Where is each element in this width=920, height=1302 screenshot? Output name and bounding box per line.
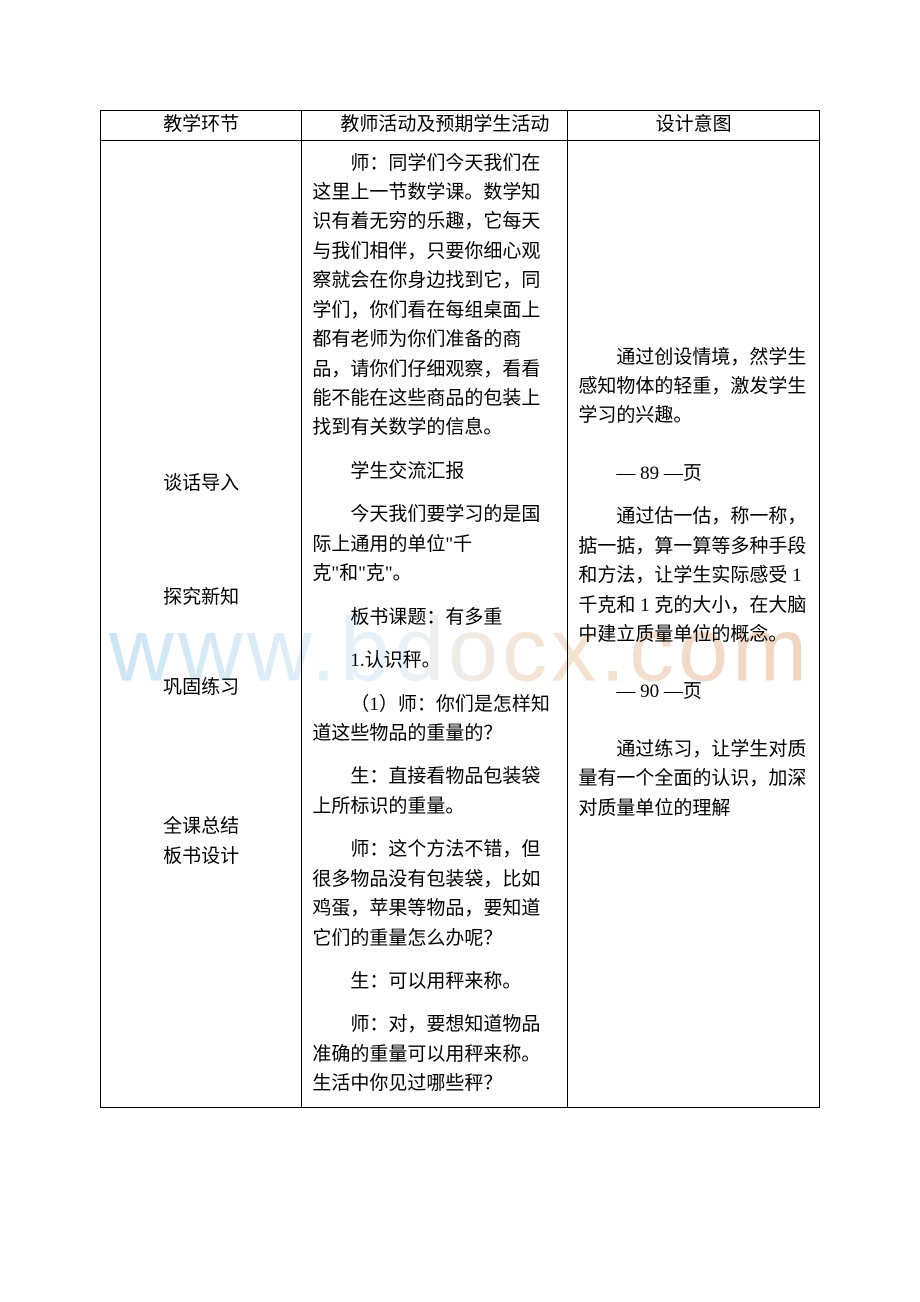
col2-paragraph: 1.认识秤。	[312, 646, 557, 675]
col2-paragraph: 板书课题：有多重	[312, 603, 557, 632]
stage-explore: 探究新知	[111, 583, 291, 613]
table-header-row: 教学环节 教师活动及预期学生活动 设计意图	[101, 111, 820, 141]
col3-paragraph: 通过创设情境，然学生感知物体的轻重，激发学生学习的兴趣。	[578, 343, 809, 431]
col2-paragraph: 师：对，要想知道物品准确的重量可以用秤来称。生活中你见过哪些秤？	[312, 1010, 557, 1098]
table-body-row: 谈话导入 探究新知 巩固练习 全课总结 板书设计 师：同学们今天我们在这里上一节…	[101, 140, 820, 1107]
col3-page-ref: — 89 —页	[578, 459, 809, 488]
col3-paragraph: 通过练习，让学生对质量有一个全面的认识，加深对质量单位的理解	[578, 735, 809, 823]
col2-paragraph: 今天我们要学习的是国际上通用的单位"千克"和"克"。	[312, 500, 557, 588]
col3-paragraph: 通过估一估，称一称，掂一掂，算一算等多种手段和方法，让学生实际感受 1 千克和 …	[578, 502, 809, 649]
col2-cell: 师：同学们今天我们在这里上一节数学课。数学知识有着无穷的乐趣，它每天与我们相伴，…	[302, 140, 568, 1107]
col3-cell: 通过创设情境，然学生感知物体的轻重，激发学生学习的兴趣。 — 89 —页 通过估…	[568, 140, 820, 1107]
header-col2: 教师活动及预期学生活动	[302, 111, 568, 141]
col1-cell: 谈话导入 探究新知 巩固练习 全课总结 板书设计	[101, 140, 302, 1107]
col2-paragraph: 生：直接看物品包装袋上所标识的重量。	[312, 762, 557, 821]
stage-summary-line2: 板书设计	[111, 842, 291, 872]
page-container: 教学环节 教师活动及预期学生活动 设计意图 谈话导入 探究新知 巩固练习 全课总…	[0, 0, 920, 1168]
col2-paragraph: 师：同学们今天我们在这里上一节数学课。数学知识有着无穷的乐趣，它每天与我们相伴，…	[312, 149, 557, 443]
stage-summary-line1: 全课总结	[111, 812, 291, 842]
header-col1: 教学环节	[101, 111, 302, 141]
stage-intro: 谈话导入	[111, 469, 291, 499]
lesson-plan-table: 教学环节 教师活动及预期学生活动 设计意图 谈话导入 探究新知 巩固练习 全课总…	[100, 110, 820, 1108]
col2-paragraph: 生：可以用秤来称。	[312, 967, 557, 996]
col2-paragraph: （1）师：你们是怎样知道这些物品的重量的？	[312, 690, 557, 749]
stage-practice: 巩固练习	[111, 673, 291, 703]
header-col3: 设计意图	[568, 111, 820, 141]
col3-page-ref: — 90 —页	[578, 677, 809, 706]
col2-paragraph: 学生交流汇报	[312, 457, 557, 486]
col2-paragraph: 师：这个方法不错，但很多物品没有包装袋，比如鸡蛋，苹果等物品，要知道它们的重量怎…	[312, 835, 557, 953]
